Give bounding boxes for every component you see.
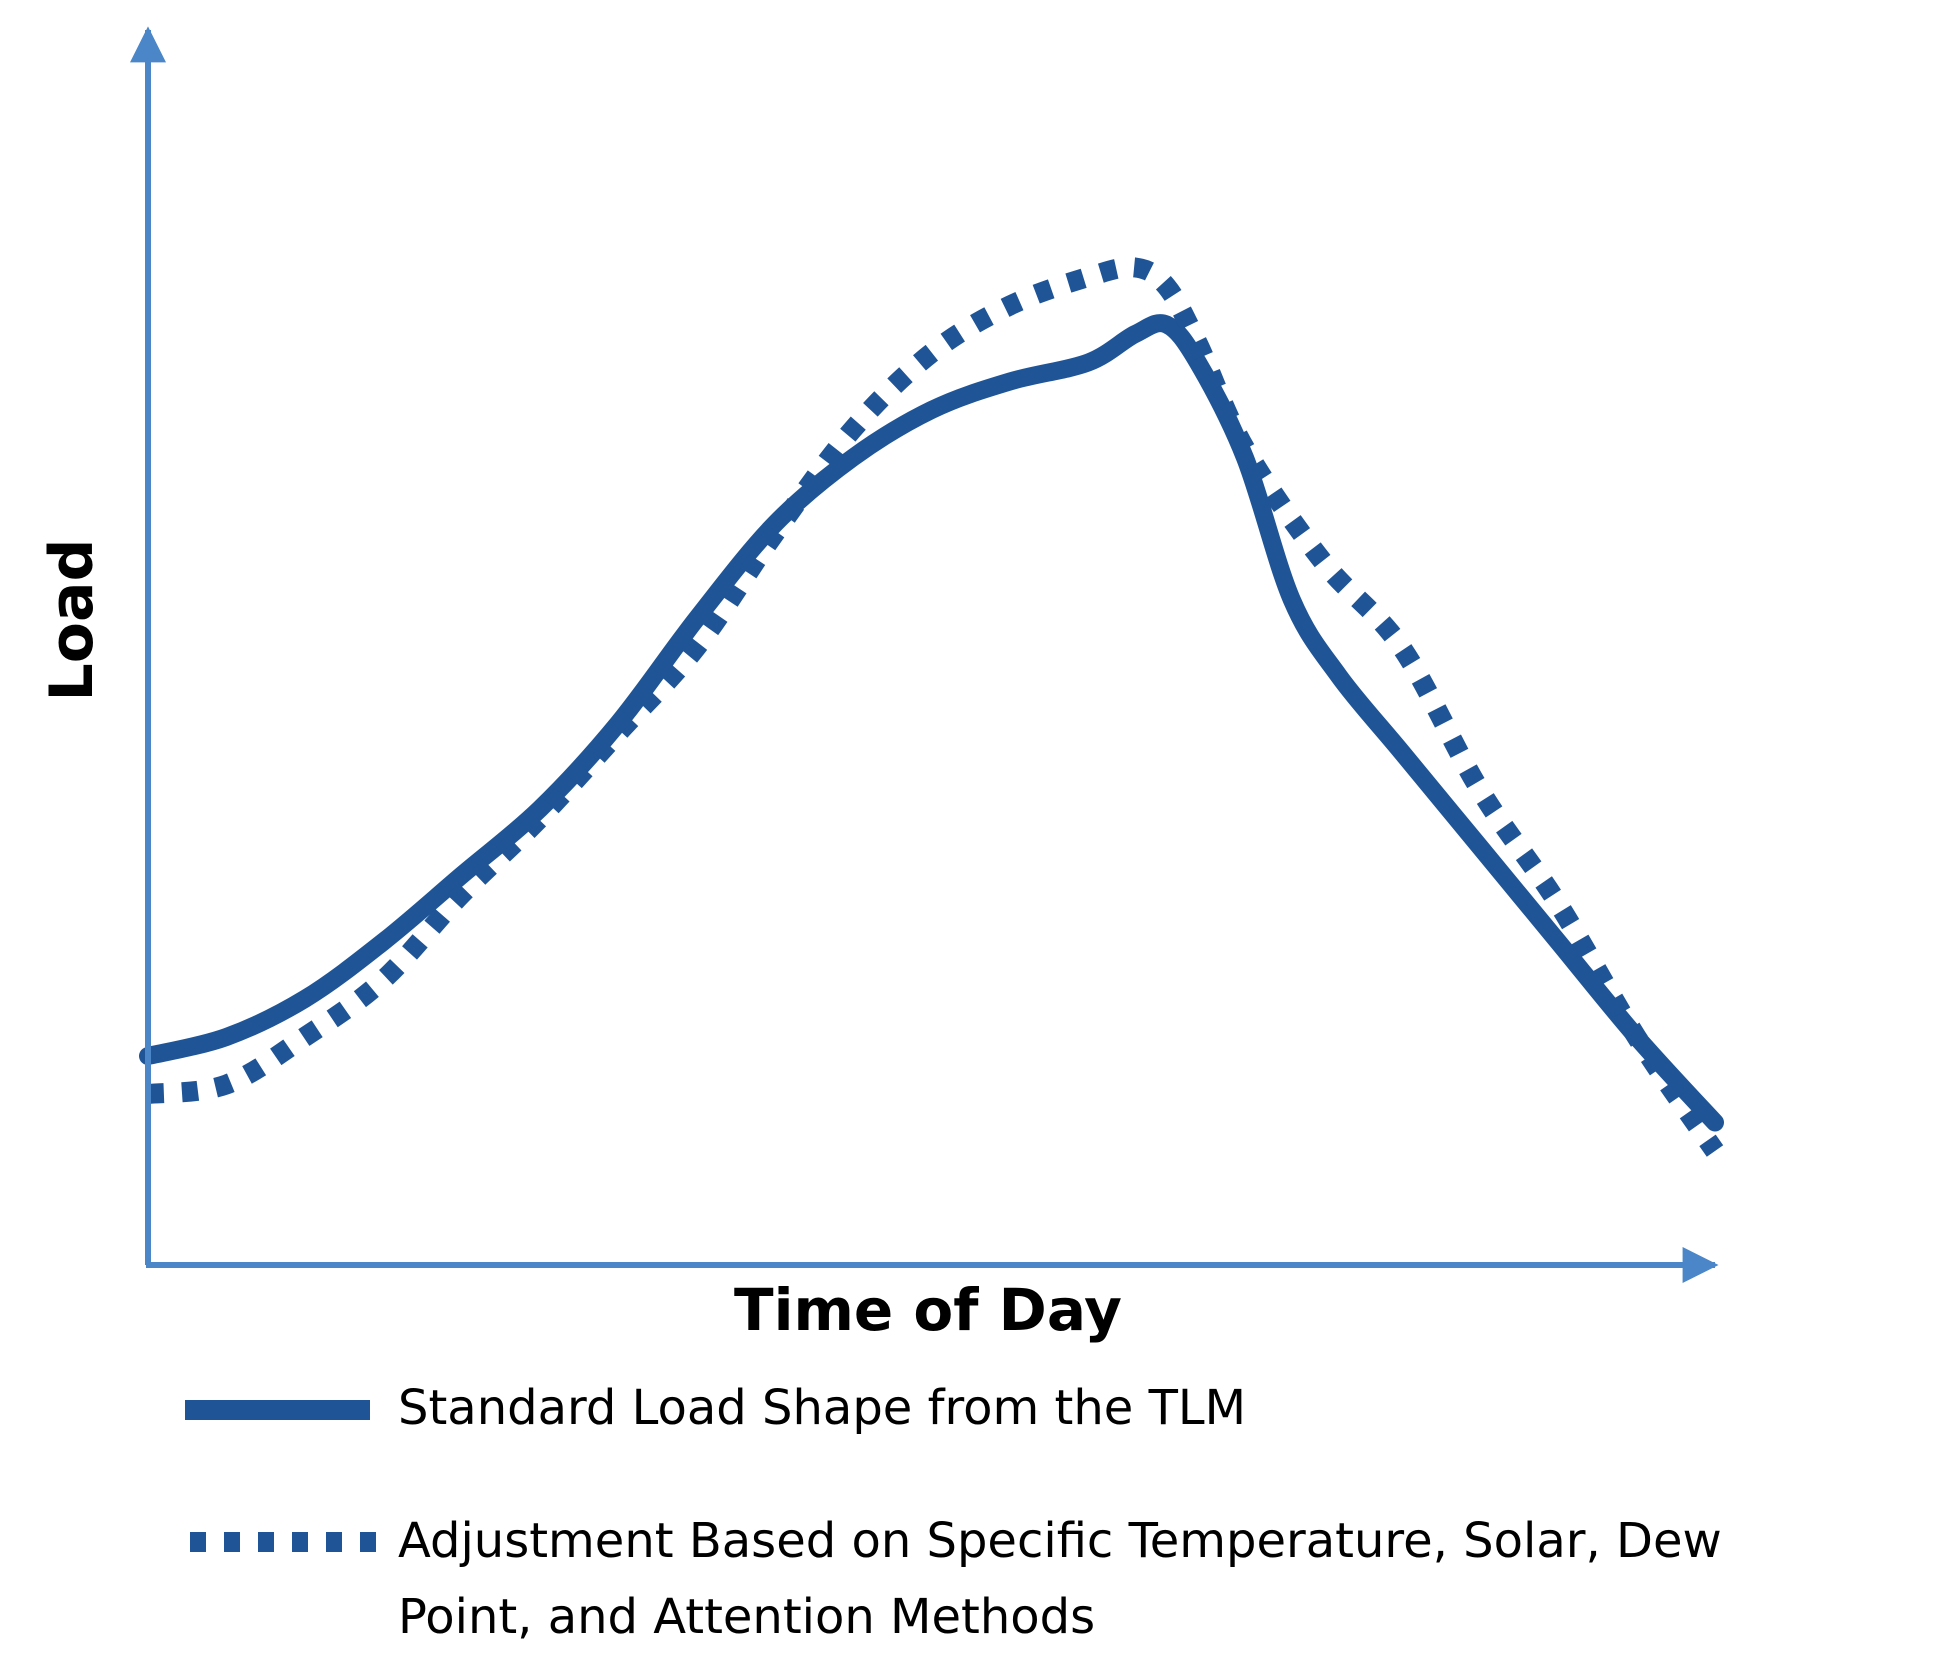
legend: Standard Load Shape from the TLM Adjustm…	[185, 1380, 1737, 1645]
legend-label-standard-load-shape: Standard Load Shape from the TLM	[398, 1380, 1246, 1436]
legend-label-adjustment: Adjustment Based on Specific Temperature…	[398, 1513, 1737, 1645]
y-axis-title: Load	[37, 539, 107, 702]
legend-label-adjustment-line-1: Adjustment Based on Specific Temperature…	[398, 1513, 1722, 1569]
x-axis-title: Time of Day	[734, 1276, 1122, 1344]
plot-area	[139, 257, 1724, 1157]
series-line-adjustment	[146, 257, 1724, 1157]
series-line-standard-load-shape	[139, 314, 1724, 1132]
legend-label-adjustment-line-2: Point, and Attention Methods	[398, 1589, 1095, 1645]
